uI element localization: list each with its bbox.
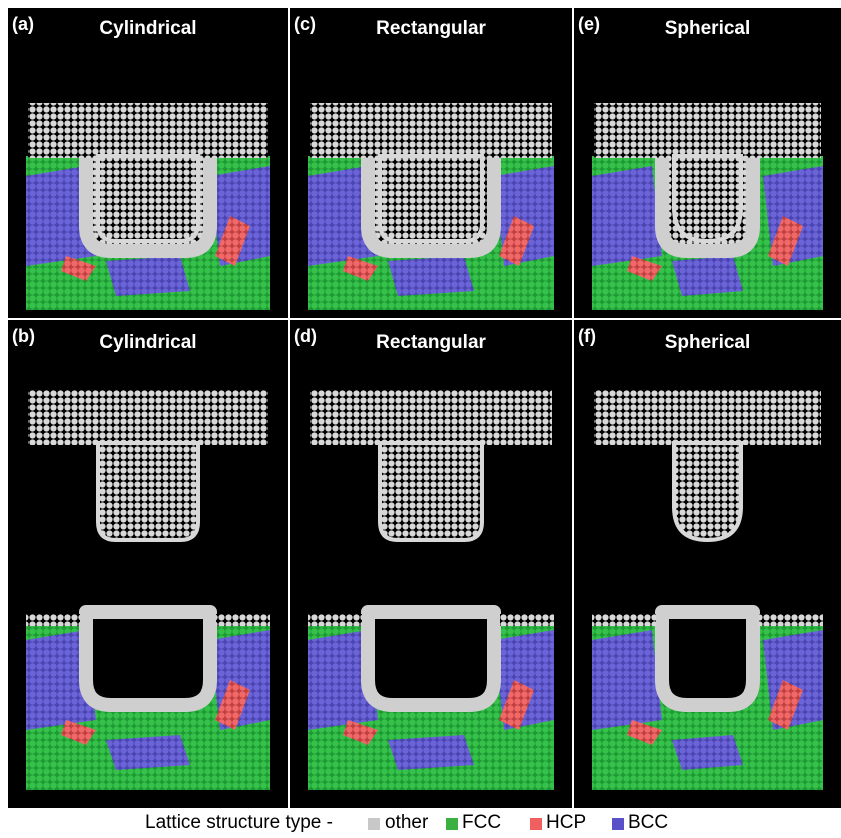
bcc-region	[672, 256, 743, 296]
legend-item: HCP	[546, 812, 586, 833]
legend-swatch	[530, 818, 542, 830]
tool-stem	[380, 156, 482, 241]
bcc-region	[672, 735, 743, 770]
substrate-edge	[216, 614, 270, 626]
panel-label: (a)	[12, 14, 34, 34]
panel-label: (f)	[578, 326, 596, 346]
panel: (f) Spherical	[574, 320, 841, 808]
substrate-edge	[592, 614, 656, 626]
tool-stem	[98, 443, 198, 540]
panel-label: (b)	[12, 326, 35, 346]
bcc-region	[592, 166, 662, 266]
bcc-region	[106, 256, 190, 296]
panel-title: Spherical	[665, 332, 751, 353]
legend-item: BCC	[628, 812, 668, 833]
legend-swatch	[446, 818, 458, 830]
legend-item: other	[385, 812, 429, 833]
panel-title: Rectangular	[376, 18, 486, 39]
panel-title: Spherical	[665, 18, 751, 39]
bcc-region	[592, 630, 662, 730]
panel-label: (c)	[294, 14, 316, 34]
tool-head	[28, 390, 268, 445]
panel: (a) Cylindrical	[8, 8, 288, 318]
panel-label: (d)	[294, 326, 317, 346]
panel-title: Cylindrical	[99, 332, 196, 353]
tool-stem	[380, 443, 482, 540]
legend-title: Lattice structure type -	[145, 812, 333, 833]
legend-item: FCC	[462, 812, 501, 833]
bcc-region	[388, 256, 474, 296]
tool-stem	[98, 156, 198, 241]
cavity	[662, 612, 753, 705]
panel: (c) Rectangular	[290, 8, 572, 318]
substrate-edge	[759, 614, 823, 626]
legend-swatch	[612, 818, 624, 830]
tool-head	[310, 390, 552, 445]
substrate-edge	[500, 614, 554, 626]
panel: (d) Rectangular	[290, 320, 572, 808]
tool-head	[594, 103, 821, 158]
tool-head	[310, 103, 552, 158]
cavity	[368, 612, 494, 705]
bcc-region	[106, 735, 190, 770]
panel-label: (e)	[578, 14, 600, 34]
panel: (e) Spherical	[574, 8, 841, 318]
panel-title: Cylindrical	[99, 18, 196, 39]
tool-stem	[674, 443, 741, 540]
figure: Lattice structure type - other FCC HCP B…	[0, 0, 841, 838]
tool-head	[594, 390, 821, 445]
panel-title: Rectangular	[376, 332, 486, 353]
bcc-region	[388, 735, 474, 770]
substrate-edge	[308, 614, 362, 626]
panel: (b) Cylindrical	[8, 320, 288, 808]
legend-swatch	[368, 818, 380, 830]
substrate-edge	[26, 614, 80, 626]
tool-head	[28, 103, 268, 158]
tool-stem	[674, 156, 741, 241]
cavity	[86, 612, 210, 705]
